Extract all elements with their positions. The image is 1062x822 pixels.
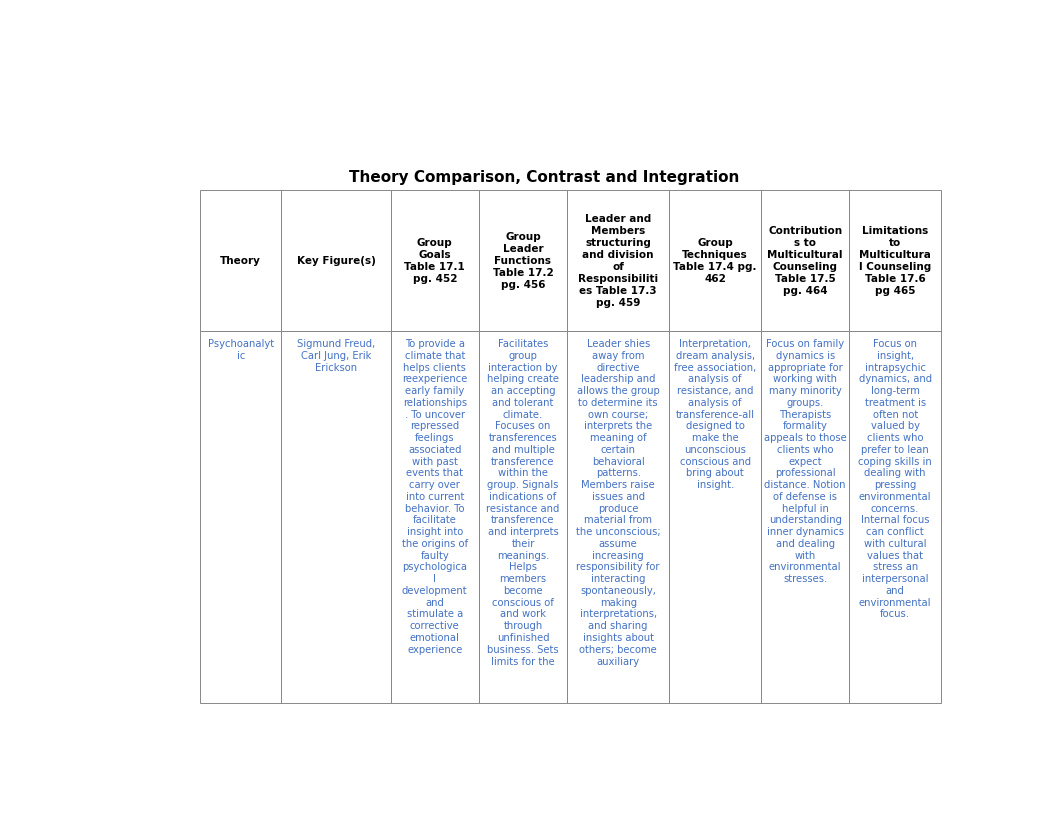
Bar [201, 331, 281, 703]
Bar [281, 331, 391, 703]
Bar [201, 191, 281, 331]
Text: Group
Leader
Functions
Table 17.2
pg. 456: Group Leader Functions Table 17.2 pg. 45… [493, 232, 553, 290]
Text: Leader and
Members
structuring
and division
of
Responsibiliti
es Table 17.3
pg. : Leader and Members structuring and divis… [578, 214, 658, 308]
Text: Key Figure(s): Key Figure(s) [296, 256, 376, 266]
Bar [281, 191, 391, 331]
Bar [567, 331, 669, 703]
Text: Limitations
to
Multicultura
l Counseling
Table 17.6
pg 465: Limitations to Multicultura l Counseling… [859, 226, 931, 296]
Bar [761, 191, 850, 331]
Text: Interpretation,
dream analysis,
free association,
analysis of
resistance, and
an: Interpretation, dream analysis, free ass… [674, 339, 756, 490]
Bar [391, 331, 479, 703]
Bar [761, 331, 850, 703]
Text: Leader shies
away from
directive
leadership and
allows the group
to determine it: Leader shies away from directive leaders… [576, 339, 661, 667]
Bar [669, 191, 761, 331]
Text: Focus on family
dynamics is
appropriate for
working with
many minority
groups.
T: Focus on family dynamics is appropriate … [764, 339, 846, 584]
Bar [479, 331, 567, 703]
Bar [850, 191, 941, 331]
Text: Focus on
insight,
intrapsychic
dynamics, and
long-term
treatment is
often not
va: Focus on insight, intrapsychic dynamics,… [858, 339, 932, 620]
Text: Facilitates
group
interaction by
helping create
an accepting
and tolerant
climat: Facilitates group interaction by helping… [486, 339, 560, 667]
Bar [850, 331, 941, 703]
Text: Group
Techniques
Table 17.4 pg.
462: Group Techniques Table 17.4 pg. 462 [673, 238, 757, 284]
Text: Contribution
s to
Multicultural
Counseling
Table 17.5
pg. 464: Contribution s to Multicultural Counseli… [768, 226, 843, 296]
Bar [669, 331, 761, 703]
Text: To provide a
climate that
helps clients
reexperience
early family
relationships
: To provide a climate that helps clients … [401, 339, 468, 655]
Bar [567, 191, 669, 331]
Bar [391, 191, 479, 331]
Bar [479, 191, 567, 331]
Text: Psychoanalyt
ic: Psychoanalyt ic [208, 339, 274, 361]
Text: Group
Goals
Table 17.1
pg. 452: Group Goals Table 17.1 pg. 452 [405, 238, 465, 284]
Text: Theory: Theory [221, 256, 261, 266]
Text: Sigmund Freud,
Carl Jung, Erik
Erickson: Sigmund Freud, Carl Jung, Erik Erickson [297, 339, 375, 372]
Text: Theory Comparison, Contrast and Integration: Theory Comparison, Contrast and Integrat… [349, 169, 739, 185]
